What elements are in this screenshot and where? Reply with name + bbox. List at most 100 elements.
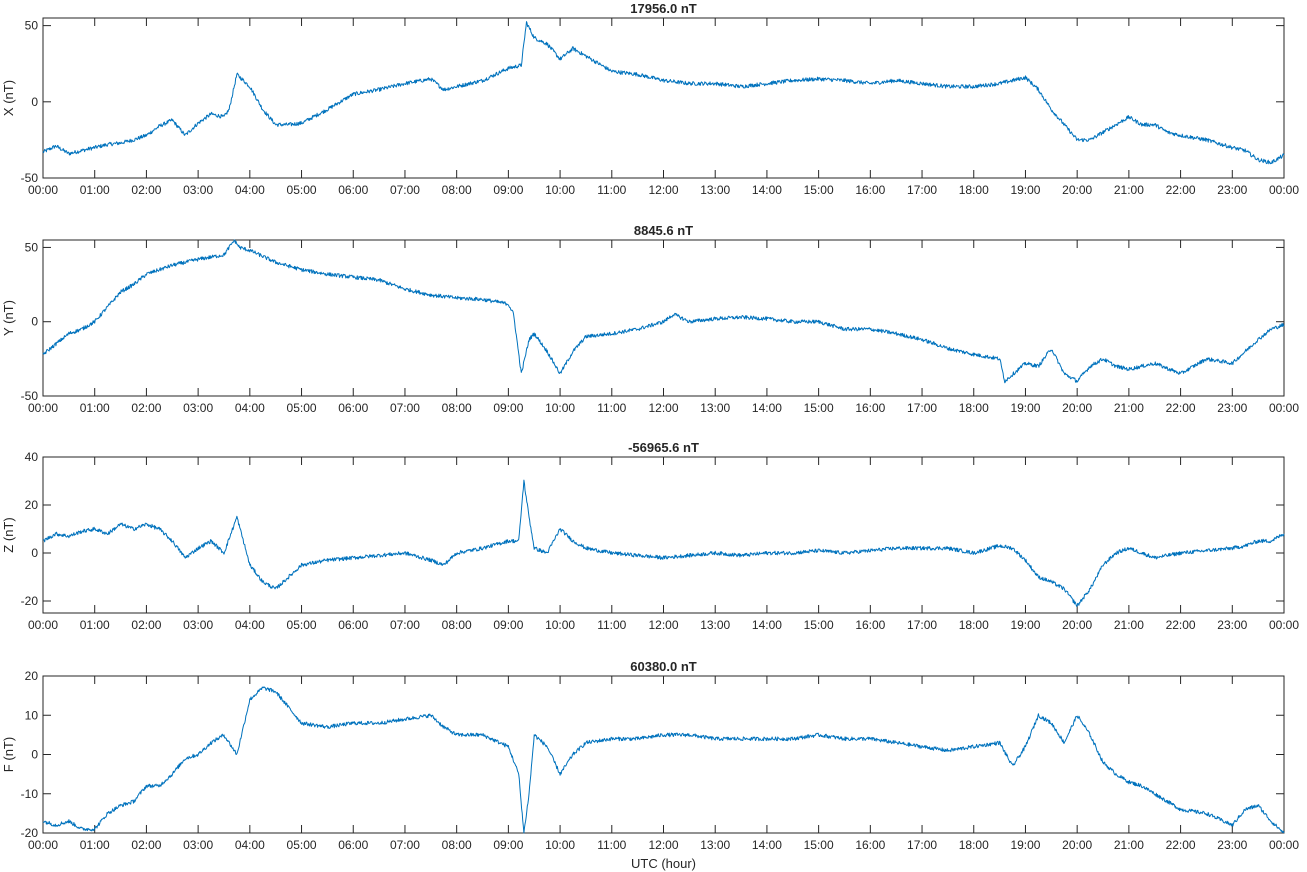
x-tick-label: 05:00: [287, 838, 317, 852]
panel-title: 8845.6 nT: [634, 223, 693, 238]
x-tick-label: 16:00: [855, 401, 885, 415]
x-tick-label: 03:00: [183, 618, 213, 632]
y-tick-label: -10: [21, 787, 39, 801]
panel-title: 17956.0 nT: [630, 1, 697, 16]
x-tick-label: 02:00: [131, 183, 161, 197]
panel-title: -56965.6 nT: [628, 440, 699, 455]
x-tick-label: 23:00: [1217, 618, 1247, 632]
x-tick-label: 16:00: [855, 838, 885, 852]
x-tick-label: 18:00: [959, 838, 989, 852]
x-tick-label: 07:00: [390, 618, 420, 632]
x-tick-label: 13:00: [700, 401, 730, 415]
x-tick-label: 23:00: [1217, 401, 1247, 415]
x-tick-label: 21:00: [1114, 401, 1144, 415]
x-tick-label: 12:00: [648, 838, 678, 852]
panel-4: 60380.0 nT F (nT) -20 -10 0 10 20 00:00 01:00 02:…: [1, 659, 1299, 871]
x-tick-label: 22:00: [1166, 183, 1196, 197]
y-tick-label: -20: [21, 594, 39, 608]
x-tick-label: 03:00: [183, 183, 213, 197]
y-tick-label: -50: [21, 171, 39, 185]
x-tick-label: 20:00: [1062, 183, 1092, 197]
x-tick-label: 07:00: [390, 838, 420, 852]
x-tick-label: 15:00: [804, 183, 834, 197]
y-tick-label: 50: [25, 240, 39, 254]
y-axis-label: X (nT): [1, 80, 16, 116]
x-tick-label: 06:00: [338, 401, 368, 415]
x-tick-label: 11:00: [597, 838, 626, 852]
x-tick-label: 01:00: [80, 401, 110, 415]
x-tick-label: 23:00: [1217, 838, 1247, 852]
x-axis-label: UTC (hour): [631, 856, 696, 871]
x-tick-label: 17:00: [907, 838, 937, 852]
x-tick-label: 00:00: [1269, 618, 1299, 632]
x-tick-label: 23:00: [1217, 183, 1247, 197]
x-tick-label: 08:00: [442, 838, 472, 852]
series-line: [42, 239, 1285, 384]
x-tick-label: 02:00: [131, 401, 161, 415]
y-tick-label: 0: [31, 748, 38, 762]
x-tick-label: 00:00: [28, 401, 58, 415]
x-tick-label: 19:00: [1010, 838, 1040, 852]
x-tick-label: 15:00: [804, 838, 834, 852]
x-tick-label: 04:00: [235, 838, 265, 852]
x-tick-label: 10:00: [545, 183, 575, 197]
x-tick-label: 00:00: [1269, 838, 1299, 852]
x-tick-label: 06:00: [338, 838, 368, 852]
x-tick-label: 14:00: [752, 838, 782, 852]
x-tick-label: 10:00: [545, 838, 575, 852]
y-tick-label: 0: [31, 546, 38, 560]
x-tick-label: 15:00: [804, 618, 834, 632]
x-tick-label: 14:00: [752, 401, 782, 415]
x-tick-label: 06:00: [338, 618, 368, 632]
x-tick-label: 11:00: [597, 401, 626, 415]
x-tick-label: 17:00: [907, 618, 937, 632]
y-tick-label: 40: [25, 450, 39, 464]
series-line: [43, 479, 1285, 607]
y-tick-label: 50: [25, 19, 39, 33]
x-tick-label: 14:00: [752, 183, 782, 197]
x-tick-label: 04:00: [235, 183, 265, 197]
x-tick-label: 00:00: [1269, 183, 1299, 197]
axes-box: [42, 456, 1285, 614]
panel-3: -56965.6 nT Z (nT) -20 0 20 40 00:00 01:00 02:00…: [1, 440, 1299, 632]
x-tick-label: 05:00: [287, 401, 317, 415]
x-tick-label: 21:00: [1114, 618, 1144, 632]
x-tick-label: 07:00: [390, 401, 420, 415]
x-tick-label: 08:00: [442, 183, 472, 197]
y-tick-label: 20: [25, 498, 39, 512]
x-tick-label: 22:00: [1166, 401, 1196, 415]
y-tick-label: -50: [21, 389, 39, 403]
x-tick-label: 00:00: [28, 838, 58, 852]
x-tick-label: 14:00: [752, 618, 782, 632]
x-tick-label: 19:00: [1010, 401, 1040, 415]
series-line: [42, 21, 1285, 165]
x-tick-label: 00:00: [1269, 401, 1299, 415]
x-tick-label: 09:00: [493, 183, 523, 197]
x-tick-label: 17:00: [907, 183, 937, 197]
y-tick-label: 0: [31, 315, 38, 329]
x-tick-label: 13:00: [700, 838, 730, 852]
x-tick-label: 11:00: [597, 183, 626, 197]
x-tick-label: 00:00: [28, 618, 58, 632]
x-tick-label: 13:00: [700, 183, 730, 197]
x-tick-label: 12:00: [648, 401, 678, 415]
x-tick-label: 01:00: [80, 183, 110, 197]
x-tick-label: 01:00: [80, 618, 110, 632]
x-tick-label: 13:00: [700, 618, 730, 632]
x-tick-label: 16:00: [855, 183, 885, 197]
x-tick-label: 18:00: [959, 183, 989, 197]
x-tick-label: 03:00: [183, 401, 213, 415]
x-tick-label: 19:00: [1010, 183, 1040, 197]
x-tick-label: 15:00: [804, 401, 834, 415]
axes-box: [42, 17, 1285, 179]
x-tick-label: 21:00: [1114, 838, 1144, 852]
x-tick-label: 00:00: [28, 183, 58, 197]
x-tick-label: 22:00: [1166, 838, 1196, 852]
x-tick-label: 02:00: [131, 618, 161, 632]
x-tick-label: 18:00: [959, 401, 989, 415]
panel-1: 17956.0 nT X (nT) -50 0 50 00:00 01:00 02:00 03:…: [1, 1, 1299, 197]
x-tick-label: 19:00: [1010, 618, 1040, 632]
x-tick-label: 11:00: [597, 618, 626, 632]
x-tick-label: 08:00: [442, 401, 472, 415]
